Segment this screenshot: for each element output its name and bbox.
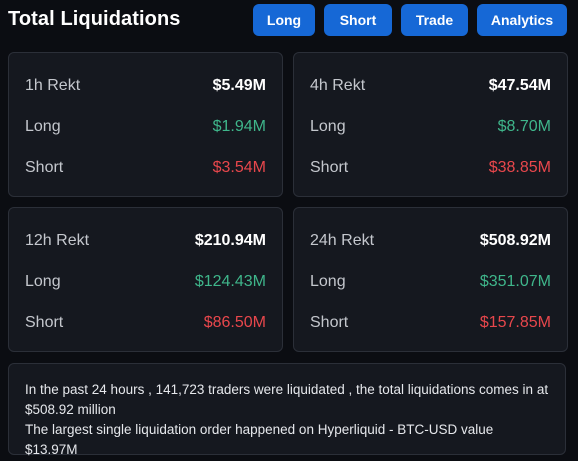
short-row: Short $38.85M	[310, 159, 551, 177]
tab-analytics[interactable]: Analytics	[477, 4, 567, 36]
header: Total Liquidations Long Short Trade Anal…	[0, 0, 578, 40]
short-row: Short $3.54M	[25, 159, 266, 177]
total-value: $210.94M	[194, 232, 266, 249]
card-header-row: 12h Rekt $210.94M	[25, 232, 266, 250]
long-value: $8.70M	[497, 118, 551, 135]
card-1h: 1h Rekt $5.49M Long $1.94M Short $3.54M	[8, 52, 283, 197]
summary-box: In the past 24 hours , 141,723 traders w…	[8, 363, 566, 457]
short-label: Short	[25, 159, 64, 176]
period-label: 12h Rekt	[25, 232, 90, 249]
long-value: $1.94M	[212, 118, 266, 135]
total-value: $5.49M	[212, 77, 266, 94]
long-label: Long	[310, 118, 346, 135]
short-label: Short	[310, 314, 349, 331]
tab-short[interactable]: Short	[324, 4, 392, 36]
total-value: $47.54M	[488, 77, 551, 94]
short-value: $3.54M	[212, 159, 266, 176]
summary-line-2: The largest single liquidation order hap…	[25, 422, 494, 457]
card-24h: 24h Rekt $508.92M Long $351.07M Short $1…	[293, 207, 568, 352]
period-label: 4h Rekt	[310, 77, 366, 94]
card-12h: 12h Rekt $210.94M Long $124.43M Short $8…	[8, 207, 283, 352]
page-title: Total Liquidations	[8, 8, 181, 30]
long-row: Long $351.07M	[310, 273, 551, 291]
long-value: $351.07M	[479, 273, 551, 290]
tab-bar: Long Short Trade Analytics	[253, 4, 567, 36]
card-header-row: 24h Rekt $508.92M	[310, 232, 551, 250]
long-label: Long	[25, 273, 61, 290]
long-label: Long	[310, 273, 346, 290]
card-header-row: 1h Rekt $5.49M	[25, 77, 266, 95]
short-label: Short	[310, 159, 349, 176]
card-header-row: 4h Rekt $47.54M	[310, 77, 551, 95]
short-value: $38.85M	[488, 159, 551, 176]
short-value: $157.85M	[479, 314, 551, 331]
short-row: Short $86.50M	[25, 314, 266, 332]
period-label: 1h Rekt	[25, 77, 81, 94]
short-label: Short	[25, 314, 64, 331]
total-value: $508.92M	[479, 232, 551, 249]
long-row: Long $124.43M	[25, 273, 266, 291]
long-row: Long $1.94M	[25, 118, 266, 136]
tab-trade[interactable]: Trade	[401, 4, 468, 36]
long-value: $124.43M	[194, 273, 266, 290]
short-row: Short $157.85M	[310, 314, 551, 332]
long-label: Long	[25, 118, 61, 135]
short-value: $86.50M	[203, 314, 266, 331]
long-row: Long $8.70M	[310, 118, 551, 136]
card-4h: 4h Rekt $47.54M Long $8.70M Short $38.85…	[293, 52, 568, 197]
tab-long[interactable]: Long	[253, 4, 315, 36]
summary-line-1: In the past 24 hours , 141,723 traders w…	[25, 382, 549, 417]
period-label: 24h Rekt	[310, 232, 375, 249]
